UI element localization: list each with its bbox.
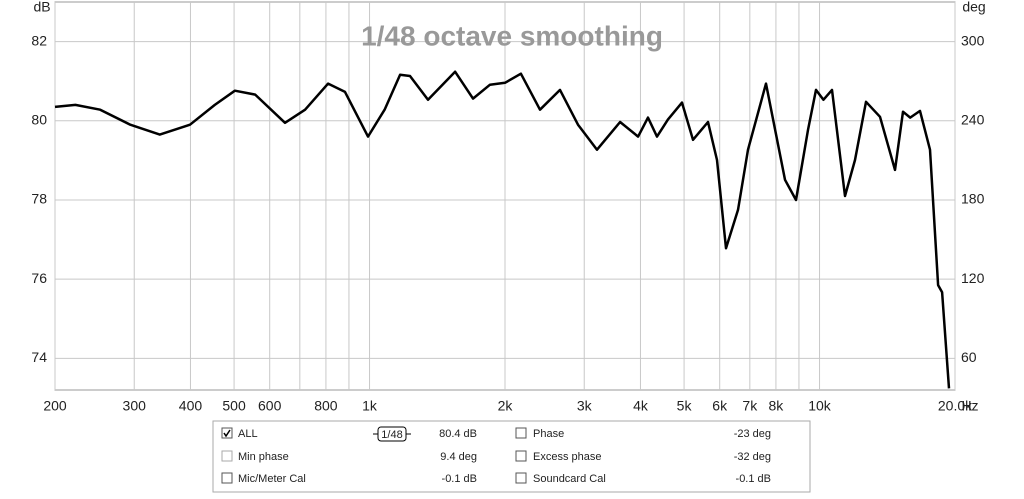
legend-value: -23 deg [734,428,771,440]
y-tick-label: 80 [31,111,47,127]
checkbox-check [223,429,231,438]
legend-label[interactable]: Soundcard Cal [533,473,606,485]
legend-value: -0.1 dB [736,473,771,485]
legend-value: -32 deg [734,451,771,463]
x-tick-label: 6k [712,398,728,414]
x-tick-label: 1k [362,398,378,414]
legend-value: -0.1 dB [442,473,477,485]
legend-value: 9.4 deg [440,451,477,463]
x-tick-label: 800 [314,398,338,414]
y-axis-label: dB [33,0,50,15]
y2-tick-label: 180 [961,191,985,207]
x-tick-label: 20.0k [938,398,973,414]
legend-label[interactable]: Excess phase [533,451,601,463]
x-tick-label: 2k [498,398,514,414]
legend-label[interactable]: Min phase [238,451,289,463]
checkbox[interactable] [221,450,233,462]
x-tick-label: 600 [258,398,282,414]
legend-value: 80.4 dB [439,428,477,440]
x-tick-label: 3k [577,398,593,414]
smoothing-icon[interactable]: 1/48 [381,429,402,441]
x-tick-label: 200 [43,398,67,414]
checkbox[interactable] [221,472,233,484]
y2-tick-label: 60 [961,349,977,365]
checkbox[interactable] [515,472,527,484]
legend-label[interactable]: ALL [238,428,258,440]
checkbox[interactable] [221,427,233,439]
y2-tick-label: 300 [961,32,985,48]
y2-tick-label: 120 [961,270,985,286]
y-tick-label: 82 [31,32,47,48]
y2-tick-label: 240 [961,111,985,127]
legend-panel [212,420,811,493]
x-tick-label: 5k [677,398,693,414]
x-tick-label: 300 [123,398,147,414]
y2-axis-label: deg [962,0,985,15]
x-tick-label: 400 [179,398,203,414]
x-tick-label: 500 [222,398,246,414]
y-tick-label: 74 [31,349,47,365]
x-axis-label: Hz [961,398,978,414]
x-tick-label: 10k [808,398,832,414]
chart-title: 1/48 octave smoothing [361,20,663,51]
checkbox[interactable] [515,427,527,439]
checkbox[interactable] [515,450,527,462]
y-tick-label: 76 [31,270,47,286]
x-tick-label: 7k [742,398,758,414]
x-tick-label: 8k [769,398,785,414]
x-tick-label: 4k [633,398,649,414]
legend-label[interactable]: Phase [533,428,564,440]
response-line [54,70,951,389]
y-tick-label: 78 [31,191,47,207]
legend-label[interactable]: Mic/Meter Cal [238,473,306,485]
